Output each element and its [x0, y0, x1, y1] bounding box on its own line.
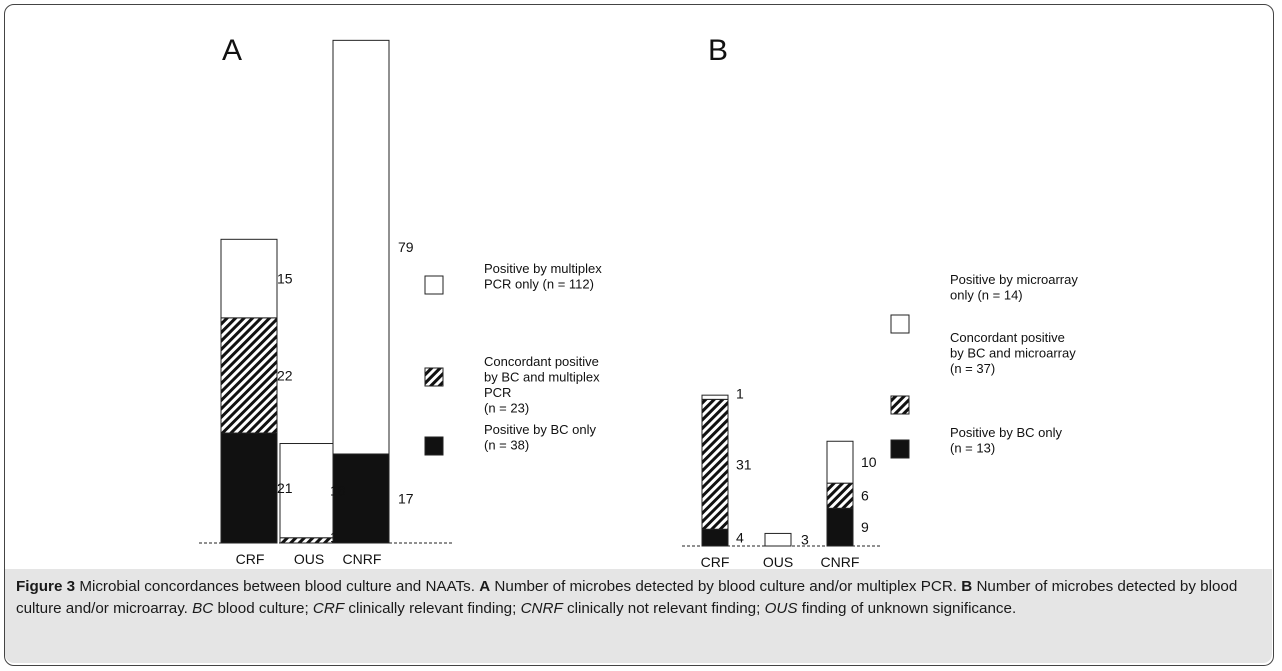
data-label-b-crf-bc-only: 4: [736, 530, 744, 546]
data-label-b-ous-naat-only: 3: [801, 532, 809, 548]
caption-abbr-cnrf: CNRF: [520, 599, 563, 617]
legend-text-b-concordant: by BC and microarray: [950, 346, 1076, 361]
panel-label-a: A: [222, 34, 242, 67]
bar-b-cnrf-bc-only: [826, 507, 854, 547]
legend-swatch-b-concordant: [890, 395, 910, 415]
legend-text-a-naat-only: PCR only (n = 112): [484, 277, 594, 292]
tick-label-b-cnrf: CNRF: [821, 554, 860, 570]
tick-label-a-crf: CRF: [236, 551, 265, 567]
caption-title: Microbial concordances between blood cul…: [79, 578, 475, 595]
caption-abbr-ous-def: finding of unknown significance.: [801, 599, 1017, 617]
caption-panel-a-text: Number of microbes detected by blood cul…: [494, 578, 958, 595]
tick-label-b-ous: OUS: [763, 554, 793, 570]
data-label-b-cnrf-bc-only: 9: [861, 519, 869, 535]
bar-a-ous-concordant: [279, 537, 337, 544]
caption-abbr-cnrf-def: clinically not relevant finding;: [567, 599, 761, 617]
legend-text-b-naat-only: only (n = 14): [950, 288, 1023, 303]
caption-panel-b-text: Number of microbes detected by blood cul…: [16, 578, 1238, 617]
caption-panel-b-label: B: [961, 578, 973, 595]
legend-text-a-bc-only: Positive by BC only: [484, 422, 596, 437]
bar-b-cnrf-naat-only: [826, 440, 854, 484]
legend-text-b-concordant: Concordant positive: [950, 330, 1065, 345]
legend-text-a-naat-only: Positive by multiplex: [484, 261, 602, 276]
caption-abbr-crf-def: clinically relevant finding;: [348, 599, 517, 617]
caption-figure-label: Figure 3: [16, 578, 76, 595]
data-label-a-crf-naat-only: 15: [277, 271, 293, 287]
bar-a-cnrf-naat-only: [332, 39, 390, 455]
bar-b-crf-concordant: [701, 398, 729, 530]
legend-text-b-concordant: (n = 37): [950, 361, 995, 376]
legend-swatch-a-bc-only: [424, 436, 444, 456]
data-label-b-cnrf-concordant: 6: [861, 488, 869, 504]
bar-a-ous-naat-only: [279, 443, 337, 539]
bar-b-crf-bc-only: [701, 528, 729, 547]
data-label-b-cnrf-naat-only: 10: [861, 454, 877, 470]
bar-b-crf-naat-only: [701, 394, 729, 400]
data-label-a-crf-bc-only: 21: [277, 480, 293, 496]
legend-text-a-concordant: (n = 23): [484, 401, 529, 416]
legend-text-b-bc-only: (n = 13): [950, 441, 995, 456]
bar-a-crf-concordant: [220, 317, 278, 434]
legend-text-a-concordant: by BC and multiplex: [484, 370, 600, 385]
tick-label-b-crf: CRF: [701, 554, 730, 570]
caption-band: [5, 569, 1272, 663]
legend-text-a-concordant: PCR: [484, 385, 511, 400]
caption-abbr-ous: OUS: [764, 599, 798, 617]
tick-label-a-ous: OUS: [294, 551, 324, 567]
bar-b-ous-naat-only: [764, 532, 792, 547]
panel-label-b: B: [708, 34, 728, 67]
data-label-a-cnrf-bc-only: 17: [398, 490, 414, 506]
bar-a-crf-naat-only: [220, 238, 278, 319]
figure-frame: [4, 4, 1274, 666]
caption-abbr-crf: CRF: [312, 599, 345, 617]
tick-label-a-cnrf: CNRF: [343, 551, 382, 567]
data-label-a-ous-concordant: 1: [330, 529, 338, 545]
legend-swatch-a-concordant: [424, 367, 444, 387]
legend-swatch-b-bc-only: [890, 439, 910, 459]
caption-abbr-bc: BC: [192, 599, 214, 617]
figure-caption: Figure 3 Microbial concordances between …: [16, 576, 1266, 619]
legend-swatch-b-naat-only: [890, 314, 910, 334]
legend-text-b-bc-only: Positive by BC only: [950, 425, 1062, 440]
data-label-a-cnrf-naat-only: 79: [398, 239, 414, 255]
legend-text-a-concordant: Concordant positive: [484, 354, 599, 369]
legend-swatch-a-naat-only: [424, 275, 444, 295]
legend-text-b-naat-only: Positive by microarray: [950, 272, 1078, 287]
bar-a-crf-bc-only: [220, 432, 278, 544]
caption-abbr-bc-def: blood culture;: [217, 599, 309, 617]
data-label-a-crf-concordant: 22: [277, 367, 293, 383]
data-label-b-crf-naat-only: 1: [736, 385, 744, 401]
data-label-b-crf-concordant: 31: [736, 456, 752, 472]
bar-b-cnrf-concordant: [826, 482, 854, 509]
data-label-a-ous-naat-only: 18: [330, 483, 346, 499]
caption-panel-a-label: A: [479, 578, 491, 595]
legend-text-a-bc-only: (n = 38): [484, 438, 529, 453]
